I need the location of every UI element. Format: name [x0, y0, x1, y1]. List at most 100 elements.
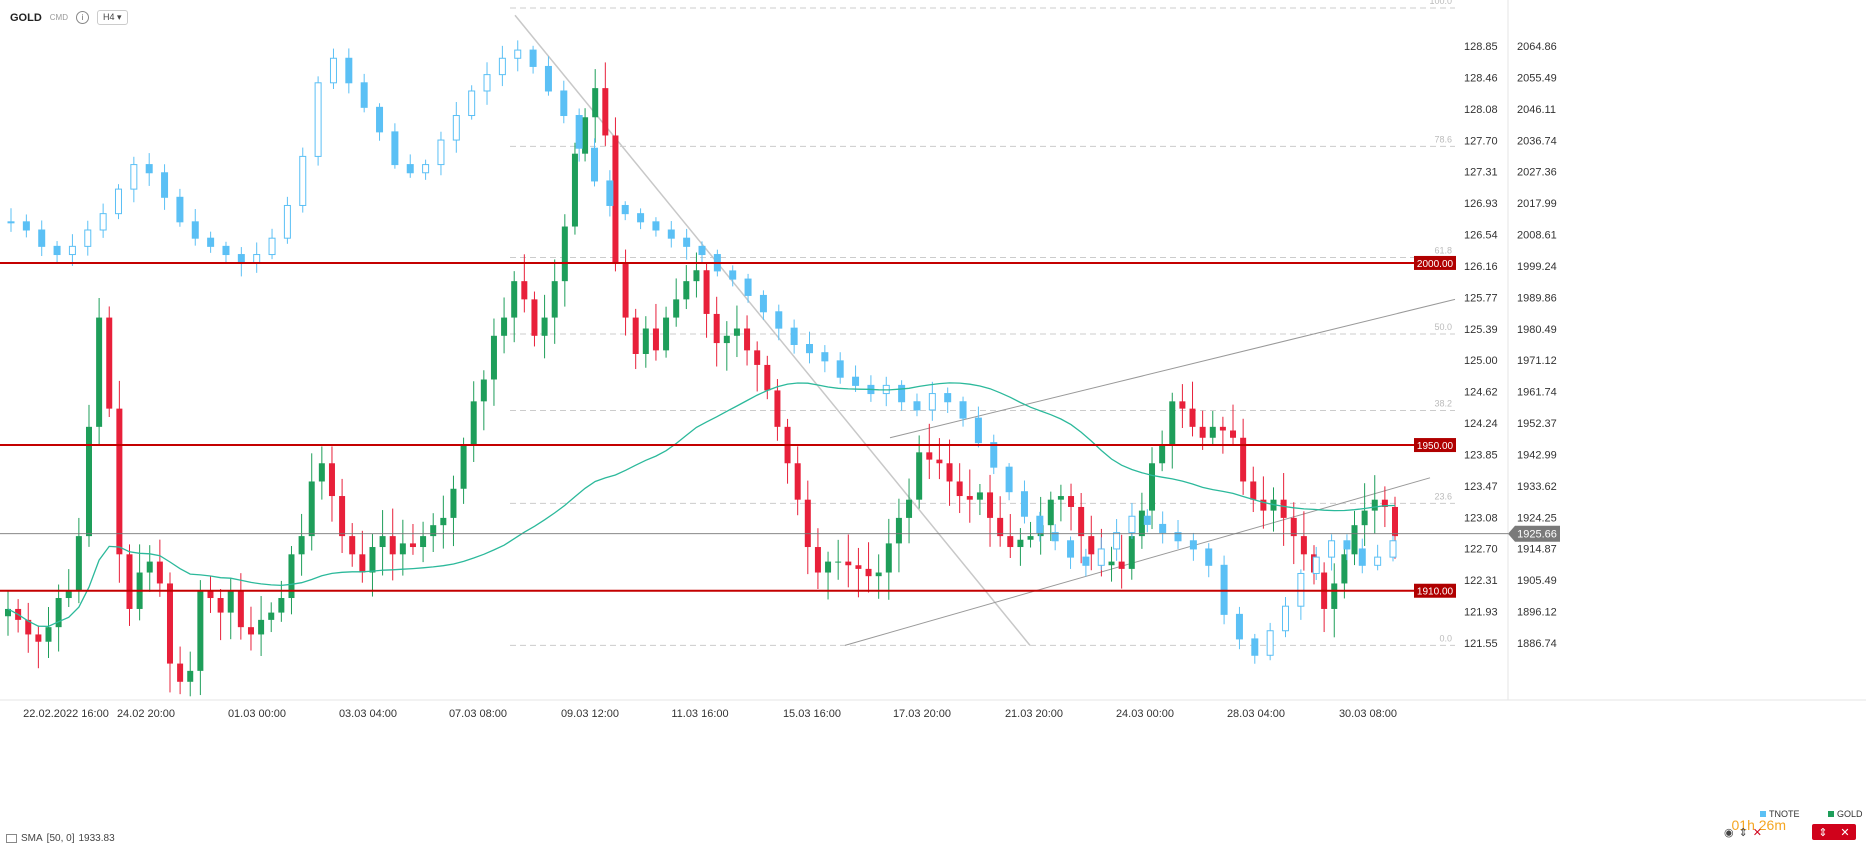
gold-candle: [1371, 499, 1378, 511]
move-updown-icon[interactable]: ⇕: [1738, 827, 1748, 839]
tnote-candle: [836, 360, 844, 378]
indicator-settings-icon[interactable]: [6, 834, 17, 843]
gold-candle: [480, 379, 487, 402]
info-icon[interactable]: i: [76, 11, 89, 24]
gold-candle: [561, 226, 568, 282]
x-axis-tick: 22.02.2022 16:00: [23, 708, 109, 720]
fib-label-3: 50.0: [1434, 322, 1452, 332]
gold-candle: [663, 317, 670, 351]
tnote-candle: [483, 74, 491, 92]
gold-candle: [693, 270, 700, 282]
gold-candle: [612, 135, 619, 263]
tnote-axis-tick: 125.39: [1464, 324, 1498, 336]
tnote-candle: [1343, 540, 1351, 550]
gold-candle: [247, 627, 254, 635]
tnote-candle: [283, 204, 291, 239]
gold-candle: [177, 663, 184, 682]
instrument-type: CMD: [49, 13, 68, 22]
gold-candle: [288, 554, 295, 599]
close-icon[interactable]: ✕: [1840, 826, 1850, 839]
gold-candle: [976, 492, 983, 500]
tnote-candle: [1051, 532, 1059, 542]
gold-candle: [764, 364, 771, 391]
x-axis-tick: 24.03 00:00: [1116, 708, 1174, 720]
tnote-axis-tick: 122.70: [1464, 544, 1498, 556]
timeframe-selector[interactable]: H4 ▾: [97, 10, 128, 25]
gold-axis-tick: 1914.87: [1517, 544, 1557, 556]
tnote-candle: [959, 401, 967, 419]
gold-candle: [460, 445, 467, 489]
fib-label-5: 23.6: [1434, 491, 1452, 501]
chart-header: GOLD CMD i H4 ▾: [10, 10, 128, 25]
tnote-candle: [391, 131, 399, 166]
gold-candle: [1351, 525, 1358, 555]
gold-candle: [490, 335, 497, 380]
tnote-axis-tick: 121.93: [1464, 607, 1498, 619]
gold-axis-tick: 1971.12: [1517, 355, 1557, 367]
gold-candle: [308, 481, 315, 537]
tnote-candle: [529, 49, 537, 67]
x-axis-tick: 01.03 00:00: [228, 708, 286, 720]
gold-candle: [318, 463, 325, 482]
tnote-candle: [805, 344, 813, 354]
tnote-candle: [53, 245, 61, 256]
symbol-label[interactable]: GOLD: [10, 11, 42, 24]
sma-indicator-label[interactable]: SMA [50, 0] 1933.83: [6, 833, 115, 844]
gold-candle: [987, 492, 994, 518]
gold-candle: [825, 561, 832, 573]
gold-candle: [1280, 499, 1287, 518]
gold-candle: [5, 608, 11, 617]
price-level-tag-1: [1414, 438, 1456, 453]
trendline-down: [514, 14, 1031, 646]
gold-candle: [602, 88, 609, 136]
tnote-candle: [759, 294, 767, 313]
tnote-axis-tick: 127.31: [1464, 167, 1498, 179]
gold-axis-tick: 1989.86: [1517, 292, 1557, 304]
gold-candle: [55, 598, 62, 628]
gold-candle: [1068, 496, 1075, 507]
gold-candle: [1341, 554, 1348, 584]
tnote-candle: [437, 139, 445, 166]
gold-candle: [45, 627, 52, 642]
gold-candle: [1290, 517, 1297, 537]
gold-candle: [258, 619, 265, 635]
close-icon[interactable]: ✕: [1752, 827, 1762, 839]
gold-candle: [1017, 539, 1024, 548]
gold-candle: [217, 598, 224, 613]
tnote-candle: [775, 311, 783, 329]
legend-gold[interactable]: GOLD: [1828, 809, 1863, 819]
tnote-axis-tick: 125.00: [1464, 355, 1498, 367]
move-updown-icon[interactable]: ⇕: [1818, 826, 1828, 839]
tnote-candle: [22, 221, 30, 231]
gold-candle: [1381, 499, 1388, 507]
gold-candle: [146, 561, 153, 573]
gold-candle: [237, 590, 244, 628]
tnote-candle: [1020, 491, 1028, 517]
tnote-candle: [422, 164, 430, 174]
gold-candle: [116, 408, 123, 555]
gold-candle: [683, 281, 690, 300]
tnote-candle: [329, 57, 337, 84]
sma-value: 1933.83: [78, 833, 115, 844]
tnote-candle: [207, 237, 215, 247]
x-axis-tick: 03.03 04:00: [339, 708, 397, 720]
fib-label-1: 78.6: [1434, 134, 1452, 144]
gold-candle: [207, 590, 214, 599]
tnote-candle: [1036, 515, 1044, 534]
gold-candle: [298, 536, 305, 555]
gold-candle: [1078, 506, 1085, 537]
gold-candle: [1230, 430, 1237, 438]
tnote-candle: [376, 106, 384, 133]
tnote-axis-tick: 128.85: [1464, 41, 1498, 53]
tnote-candle: [1005, 466, 1013, 493]
x-axis-tick: 28.03 04:00: [1227, 708, 1285, 720]
gold-candle: [409, 543, 416, 548]
legend-tnote[interactable]: TNOTE: [1760, 809, 1800, 819]
gold-candle: [420, 536, 427, 548]
gold-candle: [571, 153, 578, 227]
gold-candle: [835, 561, 842, 563]
tnote-candle: [1374, 556, 1382, 566]
tnote-candle: [1082, 556, 1090, 566]
eye-icon[interactable]: ◉: [1723, 827, 1734, 839]
